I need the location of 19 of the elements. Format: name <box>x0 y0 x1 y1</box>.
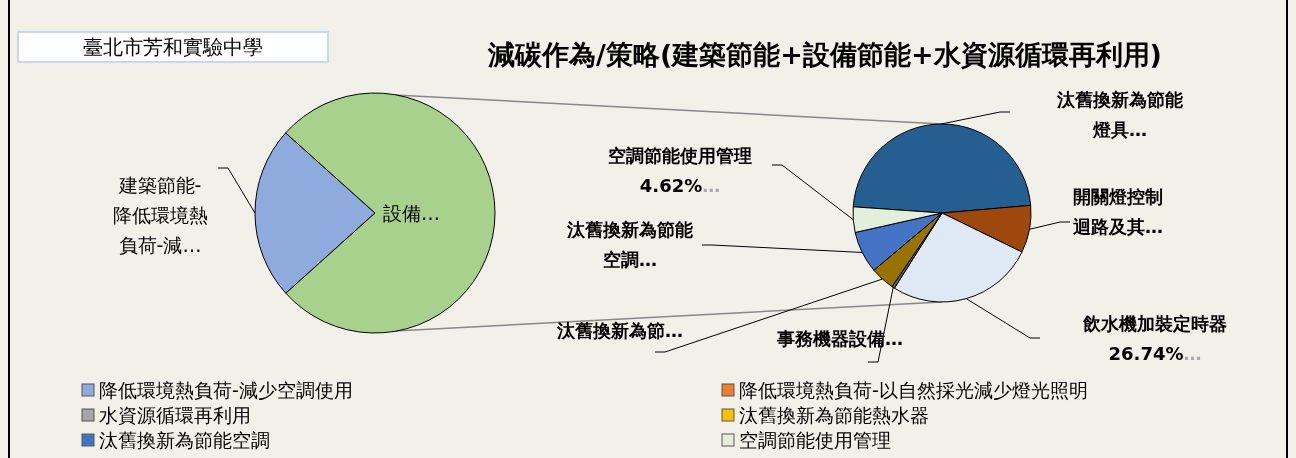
text: 臺北市芳和實驗中學 <box>83 35 263 59</box>
category-label: 汰舊換新為節能熱水器 <box>739 404 929 426</box>
category-label: 汰舊換新為節能空調 <box>99 429 270 451</box>
slice-label: 開關燈控制迴路及其… <box>1072 186 1163 237</box>
data-label: 4.62%… <box>639 175 721 196</box>
legend-label: 飲水機加裝定時器 <box>1082 313 1227 334</box>
slice-label: 建築節能-降低環境熱負荷-減… <box>112 174 208 256</box>
category-label: 降低環境熱負荷-以自然採光減少燈光照明 <box>739 379 1088 401</box>
category-label: 降低環境熱負荷-減少空調使用 <box>99 379 353 401</box>
text: 減碳作為/策略(建築節能+設備節能+水資源循環再利用) <box>487 39 1162 70</box>
slice-label: 汰舊換新為節… <box>556 320 683 341</box>
slice-label: 空調節能使用管理 <box>608 145 752 166</box>
slice-label: 汰舊換新為節能空調… <box>566 219 693 270</box>
slice-label: 設備… <box>383 202 440 224</box>
data-label: 26.74%… <box>1108 343 1202 364</box>
category-label: 空調節能使用管理 <box>739 429 891 451</box>
category-label: 水資源循環再利用 <box>99 404 251 426</box>
slice-label: 事務機器設備… <box>776 328 903 349</box>
slice-label: 汰舊換新為節能燈具… <box>1056 89 1183 140</box>
